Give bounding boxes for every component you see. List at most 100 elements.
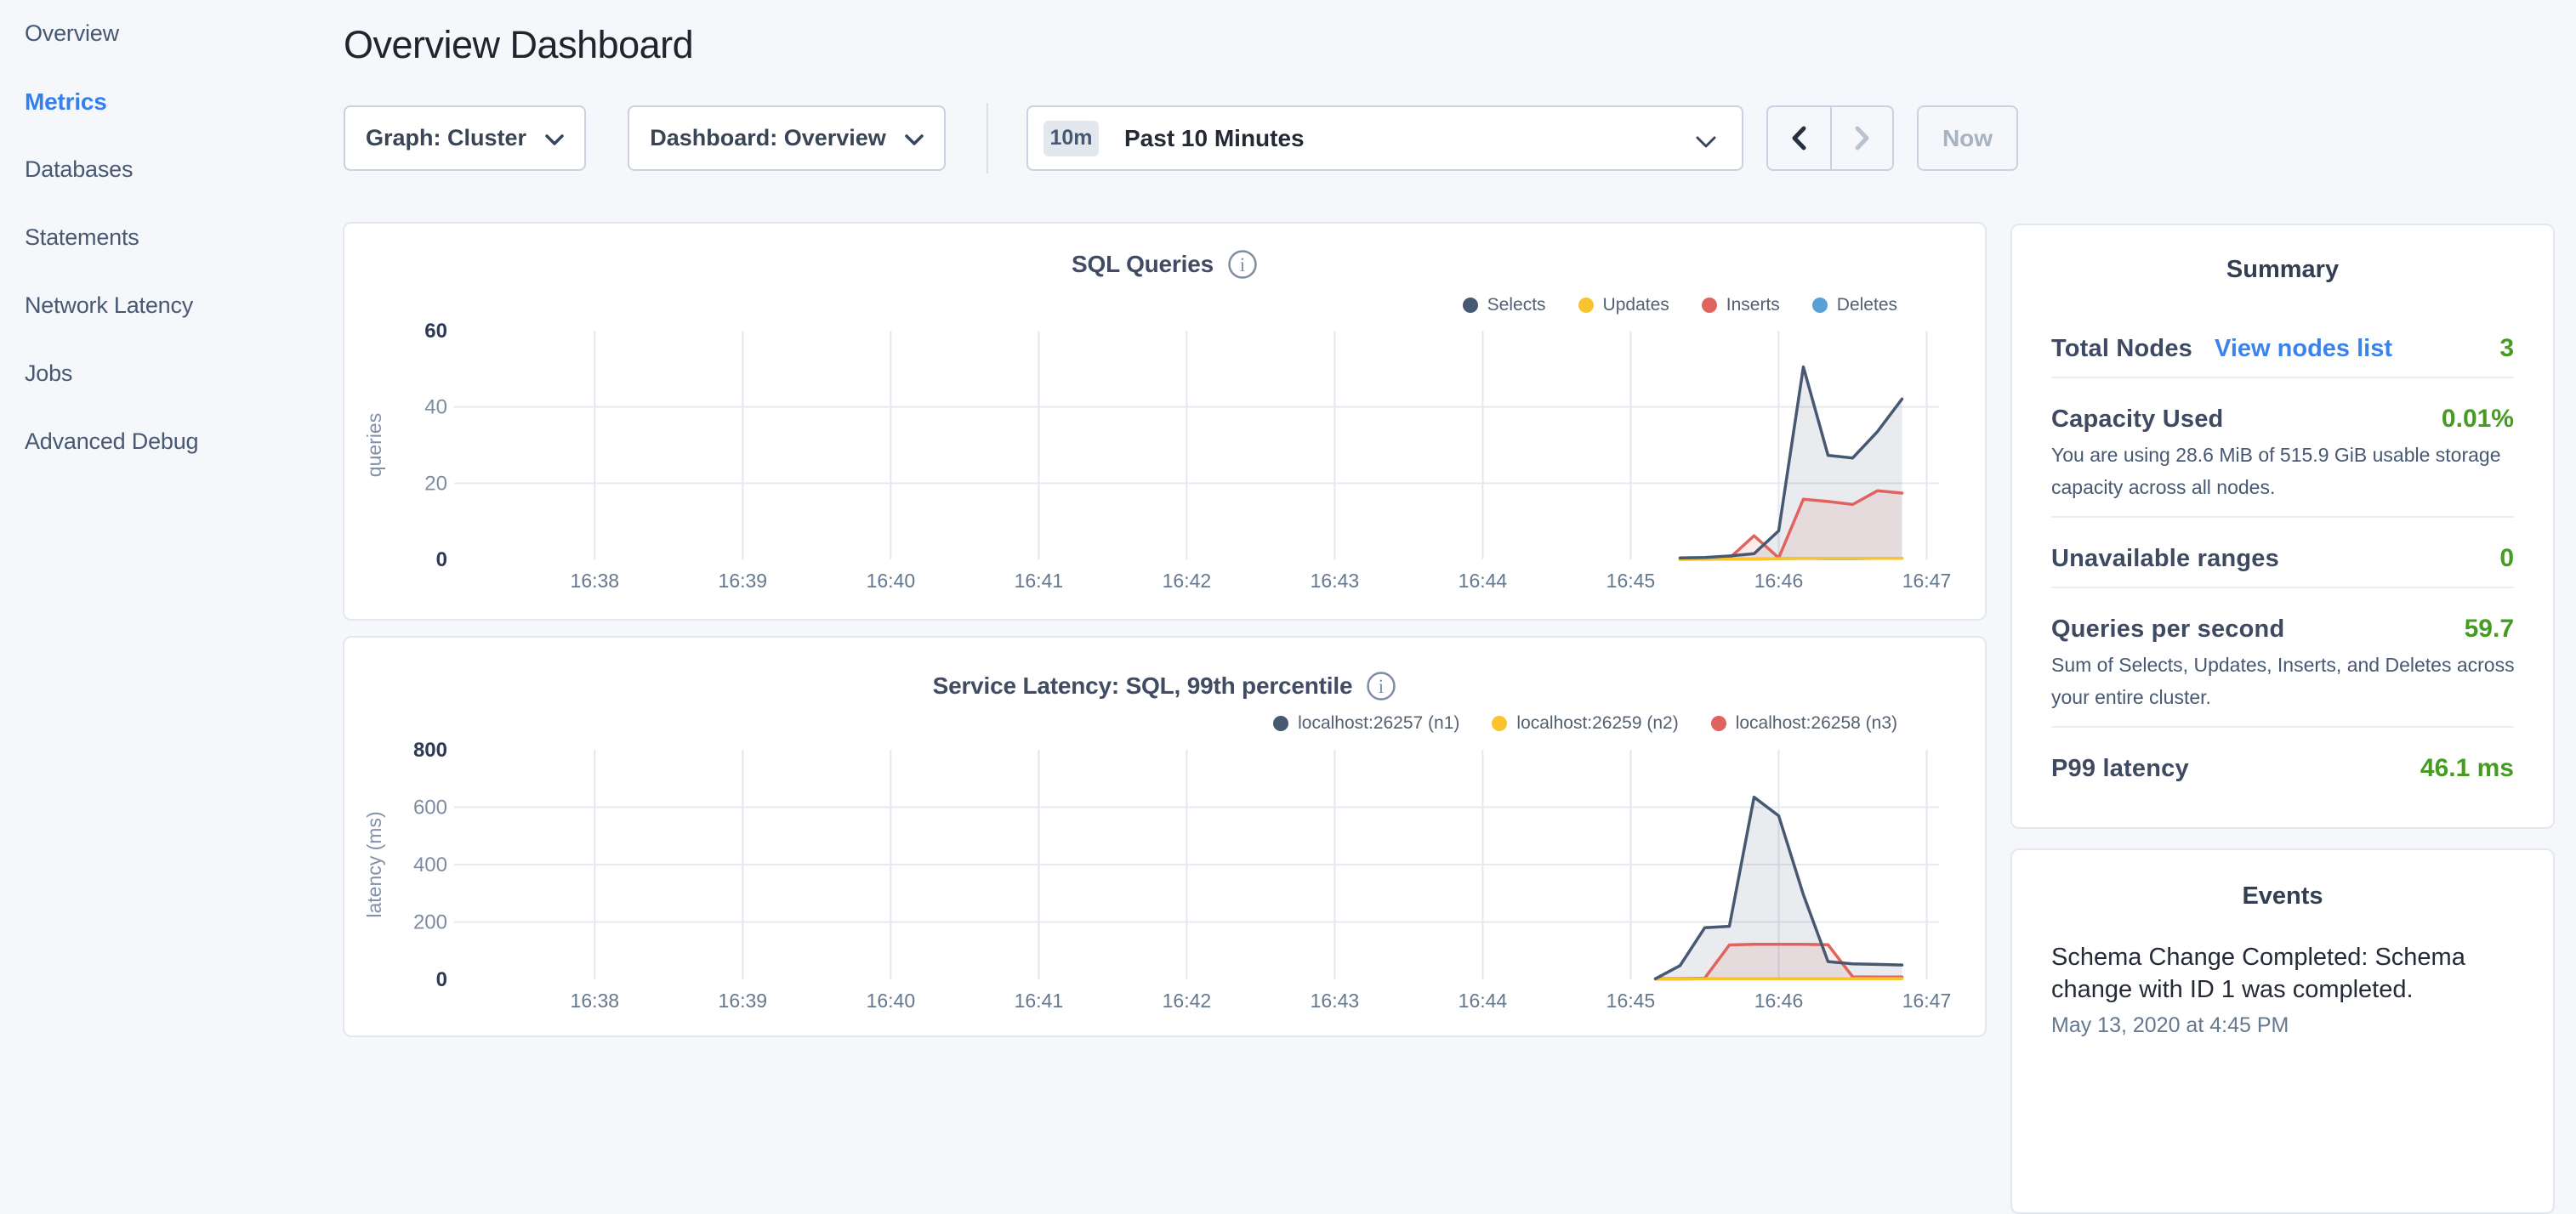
svg-text:20: 20 [424,472,447,495]
chevron-left-icon [1792,126,1806,150]
sidebar-link[interactable]: Overview [25,20,119,46]
sidebar-nav: Overview Metrics Databases Statements Networ… [25,20,199,496]
summary-row-head: Queries per second 59.7 [2051,614,2514,644]
summary-title: Summary [2226,256,2340,283]
svg-text:16:47: 16:47 [1902,990,1952,1012]
legend-label: Inserts [1726,295,1780,315]
legend-dot-icon [1273,716,1289,731]
legend-item-selects[interactable]: Selects [1462,295,1546,315]
legend-label: Updates [1602,295,1669,315]
svg-text:16:45: 16:45 [1606,570,1656,592]
legend-label: Deletes [1836,295,1897,315]
dashboard-dropdown[interactable]: Dashboard: Overview [628,105,946,171]
summary-row-head: Total Nodes View nodes list 3 [2051,333,2514,364]
legend-item-inserts[interactable]: Inserts [1701,295,1780,315]
summary-panel: Summary Total Nodes View nodes list 3 Capac… [2010,224,2555,829]
prev-time-button[interactable] [1768,107,1830,169]
svg-text:16:39: 16:39 [719,570,768,592]
view-nodes-list-link[interactable]: View nodes list [2215,335,2392,362]
chevron-down-icon [1696,136,1716,148]
sidebar-link[interactable]: Jobs [25,360,73,386]
summary-row-label: Total Nodes [2051,335,2193,362]
page-title: Overview Dashboard [344,23,694,66]
svg-text:0: 0 [436,968,447,991]
time-window-selector[interactable]: 10m Past 10 Minutes [1026,105,1743,171]
svg-text:16:43: 16:43 [1311,570,1360,592]
svg-text:200: 200 [413,911,447,934]
svg-text:600: 600 [413,797,447,820]
svg-text:16:47: 16:47 [1902,570,1952,592]
graph-dropdown[interactable]: Graph: Cluster [344,105,586,171]
summary-rows: Total Nodes View nodes list 3 Capacity Used… [2051,308,2515,797]
graph-dropdown-label: Graph: Cluster [365,125,527,150]
time-window-badge: 10m [1043,120,1099,156]
summary-row-description: Sum of Selects, Updates, Inserts, and De… [2051,654,2515,708]
sql-queries-chart[interactable]: 16:38 16:39 16:40 16:41 16:42 16:43 16:44 16:45… [343,222,1987,621]
summary-row-label: Queries per second [2051,616,2285,643]
summary-row: Total Nodes View nodes list 3 [2051,308,2514,377]
svg-text:i: i [1240,254,1245,275]
svg-text:16:44: 16:44 [1459,570,1508,592]
sidebar-item-network-latency: Network Latency [25,292,198,360]
sidebar-link[interactable]: Advanced Debug [25,428,199,454]
summary-row-label: Unavailable ranges [2051,545,2279,572]
sidebar: Overview Metrics Databases Statements Networ… [0,0,333,1051]
sidebar-item-advanced-debug: Advanced Debug [25,428,199,496]
chart-title: SQL Queries [1072,251,1214,277]
summary-row-label: P99 latency [2051,755,2189,782]
chart-panel-sql-queries: 16:38 16:39 16:40 16:41 16:42 16:43 16:44 16:45… [343,222,1987,621]
svg-text:16:40: 16:40 [867,570,916,592]
svg-text:16:43: 16:43 [1311,990,1360,1012]
svg-text:16:39: 16:39 [719,990,768,1012]
sidebar-link[interactable]: Databases [25,156,134,182]
info-icon[interactable]: i [1366,671,1396,701]
legend-dot-icon [1811,298,1828,313]
sidebar-link[interactable]: Metrics [25,88,107,115]
event-timestamp: May 13, 2020 at 4:45 PM [2051,1013,2289,1037]
summary-row-value: 3 [2499,334,2514,362]
legend-item-deletes[interactable]: Deletes [1811,295,1897,315]
legend-label: localhost:26257 (n1) [1298,713,1460,733]
legend-label: localhost:26258 (n3) [1735,713,1897,733]
chart-legend: Selects Updates Inserts Deletes [1462,294,1897,316]
sidebar-item-statements: Statements [25,224,198,292]
now-button[interactable]: Now [1917,105,2018,171]
svg-text:16:42: 16:42 [1163,990,1212,1012]
legend-label: localhost:26259 (n2) [1516,713,1679,733]
chart-title: Service Latency: SQL, 99th percentile [932,672,1353,699]
summary-row: P99 latency 46.1 ms [2051,726,2514,797]
sidebar-link[interactable]: Statements [25,224,139,250]
legend-item-updates[interactable]: Updates [1578,295,1669,315]
sidebar-item-databases: Databases [25,156,198,224]
sidebar-item-metrics: Metrics [25,88,198,156]
event-text: Schema Change Completed: Schema change w… [2051,944,2465,1003]
events-title: Events [2242,882,2323,910]
legend-item-localhost-26258-n3-[interactable]: localhost:26258 (n3) [1710,713,1897,734]
svg-text:16:42: 16:42 [1163,570,1212,592]
info-icon[interactable]: i [1227,249,1258,280]
summary-row-value: 59.7 [2464,615,2514,643]
legend-item-localhost-26259-n2-[interactable]: localhost:26259 (n2) [1492,713,1679,734]
next-time-button[interactable] [1829,107,1892,169]
chevron-down-icon [545,134,564,145]
svg-text:16:40: 16:40 [867,990,916,1012]
controls-divider [987,103,988,173]
chart-legend: localhost:26257 (n1) localhost:26259 (n2)… [1273,712,1897,735]
legend-dot-icon [1701,298,1717,313]
service-latency-chart[interactable]: 16:38 16:39 16:40 16:41 16:42 16:43 16:44 16:45… [343,636,1987,1037]
svg-text:16:38: 16:38 [571,570,620,592]
legend-item-localhost-26257-n1-[interactable]: localhost:26257 (n1) [1273,713,1459,734]
svg-text:latency (ms): latency (ms) [363,811,385,917]
svg-text:i: i [1379,676,1384,697]
legend-label: Selects [1487,295,1546,315]
summary-row-value: 0 [2499,544,2514,572]
chart-panel-service-latency: 16:38 16:39 16:40 16:41 16:42 16:43 16:44 16:45… [343,636,1987,1037]
svg-text:40: 40 [424,396,447,419]
dashboard-dropdown-label: Dashboard: Overview [650,125,886,150]
legend-dot-icon [1492,716,1508,731]
events-list: Schema Change Completed: Schema change w… [2051,941,2514,1038]
summary-row: Capacity Used 0.01% You are using 28.6 MiB… [2051,377,2514,516]
sidebar-link[interactable]: Network Latency [25,292,194,318]
summary-row-head: P99 latency 46.1 ms [2051,753,2514,784]
sidebar-item-overview: Overview [25,20,198,88]
